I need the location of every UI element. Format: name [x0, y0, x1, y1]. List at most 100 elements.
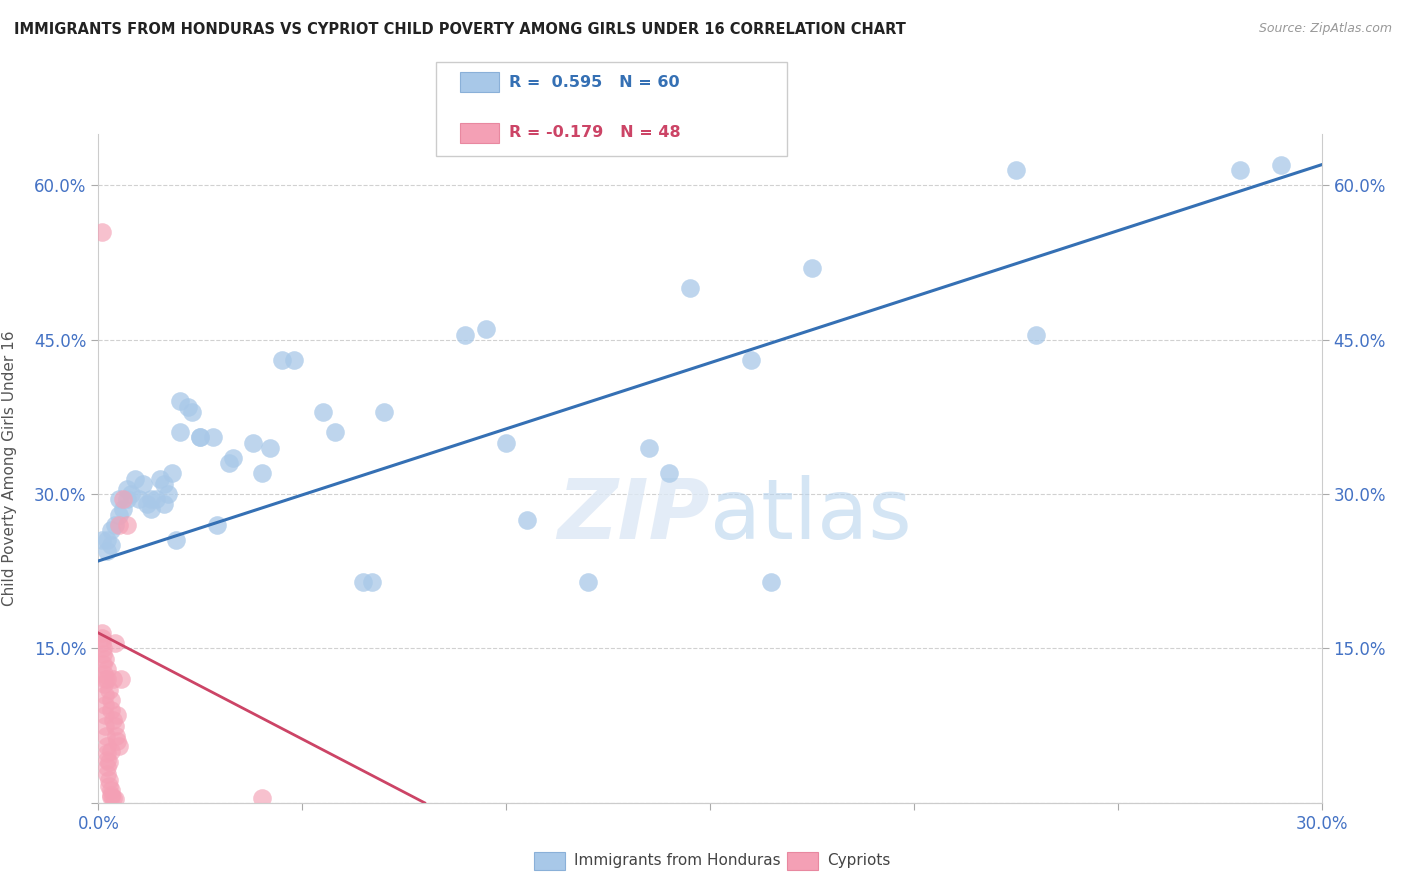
Point	[205, 517, 228, 532]
Point	[100, 788, 122, 802]
Text: IMMIGRANTS FROM HONDURAS VS CYPRIOT CHILD POVERTY AMONG GIRLS UNDER 16 CORRELATI: IMMIGRANTS FROM HONDURAS VS CYPRIOT CHIL…	[14, 22, 905, 37]
Point	[110, 673, 132, 687]
Point	[679, 281, 702, 295]
Point	[111, 492, 134, 507]
Point	[495, 435, 517, 450]
Point	[93, 673, 115, 687]
Point	[96, 673, 118, 687]
Point	[97, 773, 120, 788]
Point	[115, 482, 138, 496]
Point	[222, 450, 245, 465]
Point	[96, 747, 118, 761]
Point	[152, 497, 174, 511]
Point	[93, 688, 115, 702]
Point	[104, 517, 127, 532]
Point	[160, 467, 183, 481]
Point	[108, 739, 131, 754]
Point	[91, 657, 114, 671]
Point	[100, 523, 122, 537]
Point	[141, 492, 163, 507]
Point	[100, 703, 122, 717]
Text: R = -0.179   N = 48: R = -0.179 N = 48	[509, 126, 681, 140]
Point	[91, 533, 114, 548]
Point	[120, 487, 142, 501]
Point	[323, 425, 346, 440]
Point	[259, 441, 281, 455]
Text: Source: ZipAtlas.com: Source: ZipAtlas.com	[1258, 22, 1392, 36]
Point	[474, 322, 498, 336]
Point	[352, 574, 374, 589]
Point	[91, 636, 114, 650]
Point	[801, 260, 824, 275]
Point	[96, 543, 118, 558]
Point	[94, 718, 117, 732]
Point	[242, 435, 264, 450]
Point	[100, 789, 122, 804]
Point	[136, 497, 159, 511]
Point	[96, 767, 118, 781]
Text: Immigrants from Honduras: Immigrants from Honduras	[574, 854, 780, 868]
Point	[360, 574, 382, 589]
Point	[101, 790, 124, 805]
Text: atlas: atlas	[710, 475, 911, 556]
Point	[156, 487, 179, 501]
Point	[270, 353, 294, 368]
Point	[145, 492, 167, 507]
Point	[149, 472, 172, 486]
Point	[283, 353, 305, 368]
Point	[94, 708, 117, 723]
Point	[312, 405, 335, 419]
Point	[165, 533, 187, 548]
Point	[576, 574, 599, 589]
Point	[1270, 158, 1292, 172]
Point	[104, 791, 127, 805]
Point	[96, 533, 118, 548]
Point	[101, 714, 124, 728]
Point	[740, 353, 762, 368]
Point	[97, 755, 120, 769]
Point	[124, 472, 146, 486]
Point	[100, 539, 122, 553]
Point	[141, 502, 163, 516]
Point	[100, 693, 122, 707]
Point	[658, 467, 681, 481]
Point	[1229, 162, 1251, 177]
Point	[181, 405, 204, 419]
Point	[115, 492, 138, 507]
Point	[104, 729, 127, 743]
Point	[454, 327, 477, 342]
Point	[373, 405, 395, 419]
Point	[128, 492, 150, 507]
Point	[91, 631, 114, 645]
Point	[115, 517, 138, 532]
Point	[761, 574, 783, 589]
Point	[250, 790, 273, 805]
Point	[97, 682, 120, 697]
Point	[100, 744, 122, 758]
Point	[516, 513, 538, 527]
Point	[132, 476, 155, 491]
Point	[104, 718, 127, 732]
Point	[152, 476, 174, 491]
Point	[108, 517, 131, 532]
Point	[93, 677, 115, 691]
Point	[94, 729, 117, 743]
Point	[638, 441, 661, 455]
Y-axis label: Child Poverty Among Girls Under 16: Child Poverty Among Girls Under 16	[3, 331, 17, 606]
Point	[96, 662, 118, 676]
Point	[108, 508, 131, 522]
Point	[201, 430, 224, 444]
Point	[97, 780, 120, 794]
Point	[105, 708, 128, 723]
Point	[93, 698, 115, 712]
Point	[1025, 327, 1047, 342]
Point	[91, 626, 114, 640]
Point	[108, 492, 131, 507]
Point	[90, 225, 112, 239]
Text: ZIP: ZIP	[557, 475, 710, 556]
Point	[93, 667, 115, 681]
Point	[91, 641, 114, 656]
Text: R =  0.595   N = 60: R = 0.595 N = 60	[509, 75, 679, 89]
Point	[111, 502, 134, 516]
Point	[96, 753, 118, 767]
